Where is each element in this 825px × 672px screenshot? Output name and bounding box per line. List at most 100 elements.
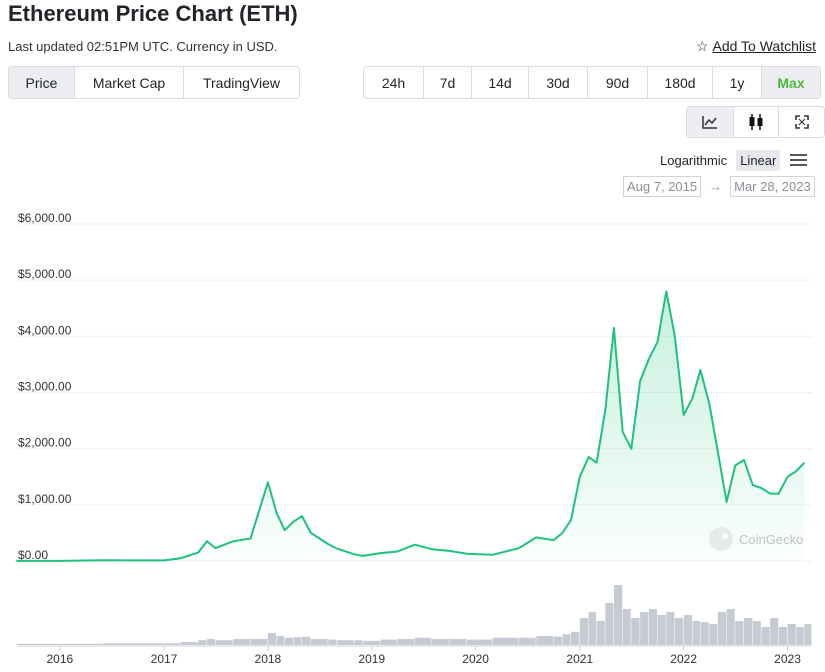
volume-bar (735, 621, 744, 645)
range-14d[interactable]: 14d (472, 67, 529, 98)
volume-bar (362, 640, 381, 645)
volume-bar (648, 609, 657, 645)
volume-bar (778, 627, 788, 645)
volume-bar (596, 621, 605, 645)
line-chart-button[interactable] (687, 107, 734, 137)
hamburger-menu-icon[interactable] (790, 154, 808, 167)
page-title: Ethereum Price Chart (ETH) (8, 1, 298, 26)
volume-bar (787, 624, 796, 645)
watchlist-label: Add To Watchlist (712, 38, 817, 54)
volume-bar (666, 612, 675, 645)
range-90d[interactable]: 90d (588, 67, 648, 98)
price-line (16, 290, 806, 562)
y-tick-label: $3,000.00 (18, 380, 72, 394)
volume-bar (657, 615, 666, 645)
range-1y[interactable]: 1y (713, 67, 762, 98)
volume-bar (302, 636, 311, 645)
x-tick-label: 2018 (255, 652, 282, 666)
watermark-text: CoinGecko (739, 532, 803, 547)
x-tick-label: 2021 (566, 652, 593, 666)
volume-bar (163, 643, 181, 645)
volume-bar (250, 639, 268, 645)
x-tick-label: 2019 (358, 652, 385, 666)
y-tick-label: $6,000.00 (18, 211, 72, 225)
volume-bar (804, 624, 812, 645)
candlestick-icon (749, 114, 763, 130)
range-7d[interactable]: 7d (424, 67, 472, 98)
volume-bar (796, 627, 804, 645)
y-tick-label: $1,000.00 (18, 492, 72, 506)
volume-bar (562, 634, 571, 645)
volume-bar (449, 639, 467, 645)
volume-bar (570, 631, 580, 645)
fullscreen-button[interactable] (779, 107, 824, 137)
volume-bar (284, 637, 293, 645)
y-tick-label: $0.00 (18, 548, 48, 562)
volume-bar (613, 585, 623, 645)
volume-bar (180, 642, 198, 645)
add-to-watchlist-link[interactable]: ☆ Add To Watchlist (696, 38, 816, 55)
range-24h[interactable]: 24h (364, 67, 424, 98)
volume-bar (198, 640, 207, 645)
x-tick-label: 2016 (46, 652, 73, 666)
volume-bar (380, 639, 397, 645)
volume-bar (770, 618, 779, 645)
date-to-input[interactable]: Mar 28, 2023 (730, 176, 815, 197)
tab-tradingview[interactable]: TradingView (202, 74, 281, 91)
y-tick-label: $2,000.00 (18, 436, 72, 450)
coingecko-watermark: CoinGecko (709, 527, 803, 551)
range-30d[interactable]: 30d (529, 67, 588, 98)
range-180d[interactable]: 180d (648, 67, 713, 98)
chart-type-tabs: Price Market Cap TradingView (8, 66, 300, 99)
volume-bar (518, 637, 536, 645)
date-from-input[interactable]: Aug 7, 2015 (623, 176, 702, 197)
volume-bar (414, 637, 432, 645)
volume-bar (605, 603, 614, 645)
y-tick-label: $4,000.00 (18, 323, 72, 337)
volume-bar (293, 637, 302, 645)
line-chart-icon (702, 116, 717, 129)
tab-market-cap[interactable]: Market Cap (75, 67, 184, 98)
volume-bar (16, 643, 60, 645)
volume-bar (59, 643, 103, 645)
chart-tool-buttons (686, 106, 825, 138)
volume-bar (717, 612, 727, 645)
volume-bar (206, 639, 216, 645)
volume-bar (328, 639, 337, 645)
range-max[interactable]: Max (762, 67, 820, 98)
volume-bar (674, 618, 684, 645)
volume-bar (536, 636, 554, 645)
candlestick-button[interactable] (734, 107, 779, 137)
volume-bar (692, 621, 700, 645)
volume-bar (743, 618, 753, 645)
volume-bar (432, 639, 449, 645)
volume-bar (337, 640, 354, 645)
x-tick-label: 2023 (774, 652, 801, 666)
fullscreen-icon (794, 115, 809, 129)
volume-bar (397, 639, 415, 645)
volume-bar (267, 633, 277, 645)
volume-bar (726, 609, 735, 645)
volume-bar (622, 609, 631, 645)
x-tick-label: 2017 (151, 652, 178, 666)
volume-bar (466, 639, 493, 645)
volume-bar (233, 639, 251, 645)
volume-bar (492, 637, 519, 645)
volume-bar (631, 618, 640, 645)
volume-bar (215, 640, 233, 645)
volume-bar (588, 612, 597, 645)
date-range: Aug 7, 2015 → Mar 28, 2023 (623, 176, 815, 197)
volume-bar (752, 621, 761, 645)
star-icon: ☆ (695, 38, 709, 54)
volume-bar (553, 636, 562, 645)
volume-bar (700, 622, 709, 645)
price-area (16, 291, 805, 561)
volume-bar (354, 640, 363, 645)
tab-price[interactable]: Price (9, 67, 75, 98)
logarithmic-option[interactable]: Logarithmic (660, 153, 728, 168)
volume-bar (683, 615, 692, 645)
arrow-right-icon: → (709, 179, 723, 194)
volume-bar (276, 636, 285, 645)
linear-option[interactable]: Linear (736, 150, 781, 171)
